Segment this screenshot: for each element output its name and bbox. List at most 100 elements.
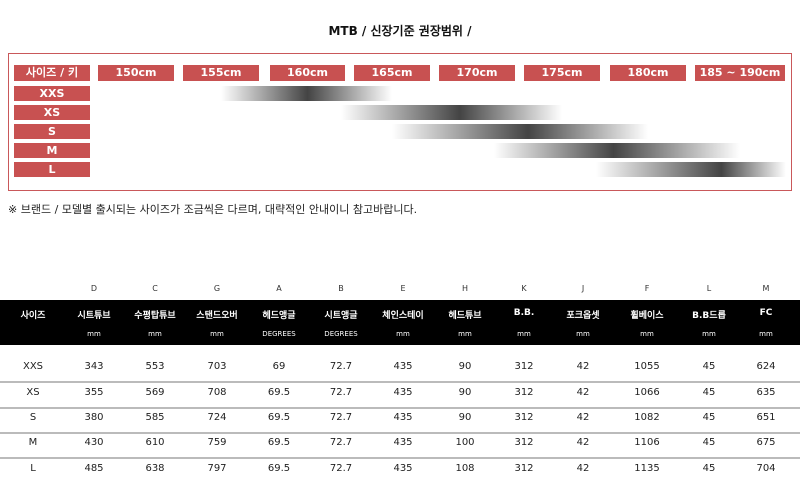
size-label: M bbox=[14, 143, 90, 158]
table-cell: 585 bbox=[145, 412, 165, 423]
size-range-bar bbox=[596, 162, 786, 177]
table-cell: 343 bbox=[84, 361, 104, 372]
table-cell: 380 bbox=[84, 412, 104, 423]
table-cell: 703 bbox=[207, 361, 227, 372]
table-row: XXS 343 553 703 69 72.7 435 90 312 42 1055 45 624 bbox=[0, 355, 800, 380]
table-cell: 312 bbox=[514, 412, 534, 423]
height-header: 170cm bbox=[439, 65, 515, 81]
height-header: 165cm bbox=[354, 65, 430, 81]
table-header: 사이즈 시트튜브 수평탑튜브 스탠드오버 헤드앵글 시트앵글 체인스테이 헤드튜브 B.B. 포크… bbox=[0, 300, 800, 345]
column-letter: D bbox=[90, 284, 98, 293]
table-cell: 69.5 bbox=[267, 437, 291, 448]
height-header: 175cm bbox=[524, 65, 600, 81]
column-letter: G bbox=[213, 284, 221, 293]
table-cell: 435 bbox=[393, 361, 413, 372]
table-row: S 380 585 724 69.5 72.7 435 90 312 42 1082 45 651 bbox=[0, 406, 800, 431]
column-letter: C bbox=[152, 284, 158, 293]
column-unit: mm bbox=[517, 330, 531, 338]
table-cell: 435 bbox=[393, 412, 413, 423]
table-cell: XS bbox=[26, 387, 40, 398]
table-cell: 638 bbox=[145, 463, 165, 474]
size-range-bar bbox=[392, 124, 648, 139]
table-cell: 69.5 bbox=[267, 463, 291, 474]
column-letter: F bbox=[644, 284, 650, 293]
column-unit: mm bbox=[396, 330, 410, 338]
table-cell: 72.7 bbox=[329, 361, 353, 372]
table-cell: 1055 bbox=[634, 361, 660, 372]
table-cell: 45 bbox=[702, 387, 716, 398]
table-cell: 435 bbox=[393, 387, 413, 398]
corner-label: 사이즈 / 키 bbox=[14, 65, 90, 81]
table-row: XS 355 569 708 69.5 72.7 435 90 312 42 1066 45 635 bbox=[0, 381, 800, 406]
table-cell: 45 bbox=[702, 361, 716, 372]
table-cell: 1066 bbox=[634, 387, 660, 398]
size-label: XXS bbox=[14, 86, 90, 101]
row-divider bbox=[0, 381, 800, 383]
size-range-bar bbox=[494, 143, 740, 158]
table-cell: 1135 bbox=[634, 463, 660, 474]
column-header: 헤드앵글 bbox=[262, 311, 296, 321]
table-cell: 90 bbox=[458, 361, 472, 372]
table-row: L 485 638 797 69.5 72.7 435 108 312 42 1135 45 704 bbox=[0, 457, 800, 482]
table-cell: 45 bbox=[702, 437, 716, 448]
table-cell: 485 bbox=[84, 463, 104, 474]
table-cell: 430 bbox=[84, 437, 104, 448]
table-cell: 708 bbox=[207, 387, 227, 398]
column-letter: H bbox=[461, 284, 469, 293]
column-letter: L bbox=[706, 284, 712, 293]
column-header: 포크옵셋 bbox=[566, 311, 600, 321]
column-unit: DEGREES bbox=[324, 330, 358, 338]
column-header: 헤드튜브 bbox=[448, 311, 482, 321]
height-header: 185 ~ 190cm bbox=[695, 65, 785, 81]
height-header: 160cm bbox=[270, 65, 345, 81]
size-label: XS bbox=[14, 105, 90, 120]
height-header: 150cm bbox=[98, 65, 174, 81]
column-unit: mm bbox=[640, 330, 654, 338]
size-range-chart bbox=[8, 53, 792, 191]
table-cell: 355 bbox=[84, 387, 104, 398]
size-range-bar bbox=[221, 86, 392, 101]
column-letter: K bbox=[521, 284, 527, 293]
table-cell: S bbox=[29, 412, 37, 423]
table-cell: 42 bbox=[576, 437, 590, 448]
column-letter: A bbox=[276, 284, 282, 293]
column-header: 시트튜브 bbox=[77, 311, 111, 321]
table-cell: 42 bbox=[576, 412, 590, 423]
column-letter: M bbox=[762, 284, 770, 293]
disclaimer-note: ※ 브랜드 / 모델별 출시되는 사이즈가 조금씩은 다르며, 대략적인 안내이… bbox=[8, 203, 418, 216]
row-divider bbox=[0, 432, 800, 434]
table-cell: 100 bbox=[455, 437, 475, 448]
column-letter: E bbox=[400, 284, 406, 293]
table-cell: 72.7 bbox=[329, 412, 353, 423]
table-cell: M bbox=[28, 437, 38, 448]
table-cell: 435 bbox=[393, 437, 413, 448]
table-cell: 312 bbox=[514, 361, 534, 372]
column-header: 시트앵글 bbox=[324, 311, 358, 321]
row-divider bbox=[0, 407, 800, 409]
table-cell: 624 bbox=[756, 361, 776, 372]
table-cell: 635 bbox=[756, 387, 776, 398]
column-header: 스탠드오버 bbox=[196, 311, 238, 321]
size-label: L bbox=[14, 162, 90, 177]
table-cell: 108 bbox=[455, 463, 475, 474]
table-cell: 312 bbox=[514, 437, 534, 448]
column-header: 수평탑튜브 bbox=[134, 311, 176, 321]
table-cell: 90 bbox=[458, 412, 472, 423]
table-cell: 553 bbox=[145, 361, 165, 372]
column-header: B.B드롭 bbox=[692, 311, 726, 321]
size-label: S bbox=[14, 124, 90, 139]
column-unit: mm bbox=[87, 330, 101, 338]
column-unit: mm bbox=[148, 330, 162, 338]
table-cell: 42 bbox=[576, 463, 590, 474]
table-cell: 759 bbox=[207, 437, 227, 448]
table-cell: L bbox=[30, 463, 36, 474]
table-cell: 1082 bbox=[634, 412, 660, 423]
height-header: 155cm bbox=[183, 65, 259, 81]
table-cell: 569 bbox=[145, 387, 165, 398]
table-cell: 69.5 bbox=[267, 412, 291, 423]
table-cell: 72.7 bbox=[329, 387, 353, 398]
page-title: MTB / 신장기준 권장범위 / bbox=[328, 24, 472, 38]
table-cell: 42 bbox=[576, 361, 590, 372]
table-cell: 312 bbox=[514, 463, 534, 474]
